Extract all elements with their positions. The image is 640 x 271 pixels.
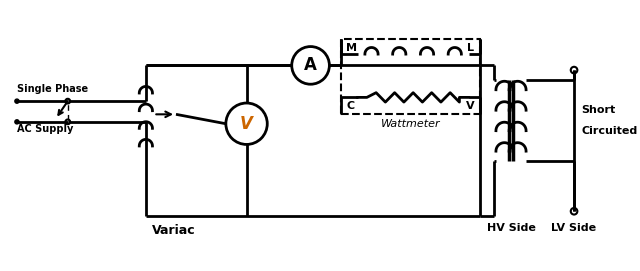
- Text: HV Side: HV Side: [486, 223, 536, 233]
- Text: V: V: [466, 101, 474, 111]
- Text: LV Side: LV Side: [552, 223, 596, 233]
- Text: M: M: [346, 43, 357, 53]
- Text: L: L: [467, 43, 474, 53]
- Text: V: V: [240, 115, 253, 133]
- Text: C: C: [346, 101, 355, 111]
- Text: Variac: Variac: [152, 224, 196, 237]
- Text: Circuited: Circuited: [582, 126, 638, 136]
- Bar: [340, 39, 480, 114]
- Circle shape: [15, 99, 19, 103]
- Circle shape: [226, 103, 268, 144]
- Text: Single Phase: Single Phase: [17, 84, 88, 93]
- Text: Short: Short: [582, 105, 616, 115]
- Text: A: A: [304, 56, 317, 75]
- Circle shape: [15, 120, 19, 124]
- Text: AC Supply: AC Supply: [17, 124, 74, 134]
- Circle shape: [292, 47, 330, 84]
- Text: Wattmeter: Wattmeter: [381, 119, 440, 129]
